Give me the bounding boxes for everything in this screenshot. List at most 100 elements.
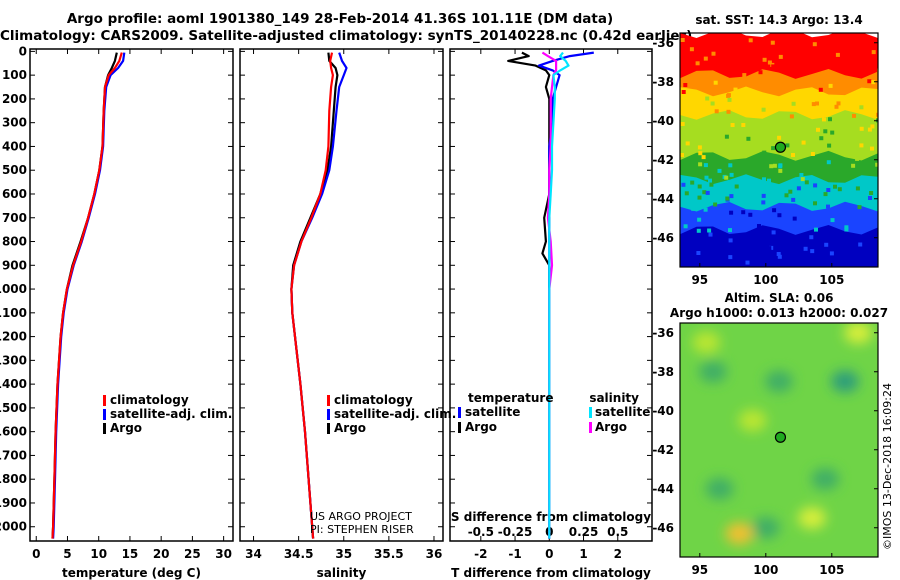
sst-map-pixel xyxy=(730,123,735,127)
sla-map-subtitle: Argo h1000: 0.013 h2000: 0.027 xyxy=(670,306,888,320)
sla-map-blob xyxy=(765,370,793,393)
difference-line-salinity-satellite xyxy=(548,51,570,539)
sst-map-pixel xyxy=(869,191,874,195)
salinity-xtick-label: 35 xyxy=(335,547,352,561)
temperature-legend-0-label: climatology xyxy=(110,393,189,407)
sst-map-pixel xyxy=(800,177,805,182)
sst-map-pixel xyxy=(681,90,686,94)
sla-map-profile-marker xyxy=(774,431,787,443)
temperature-ytick-label: 1300 xyxy=(0,353,27,367)
sst-map-pixel xyxy=(876,112,878,117)
sst-map-pixel xyxy=(771,230,776,235)
sst-map-pixel xyxy=(767,178,771,183)
sst-map-pixel xyxy=(708,232,713,237)
temperature-xtick-label: 15 xyxy=(122,547,139,561)
sst-map-pixel xyxy=(741,123,746,127)
sst-map-pixel xyxy=(757,224,761,228)
sst-map-pixel xyxy=(683,224,688,229)
sla-map-blob xyxy=(798,507,826,529)
difference-x2tick-label: 0.5 xyxy=(607,525,628,539)
figure-title-line2: Climatology: CARS2009. Satellite-adjuste… xyxy=(0,28,693,44)
sst-map-pixel xyxy=(704,175,709,180)
sst-map-pixel xyxy=(685,141,690,146)
sst-map-ytick-label: -40 xyxy=(652,114,674,128)
temperature-xtick-label: 20 xyxy=(153,547,170,561)
sla-map-blobs xyxy=(692,323,873,545)
sst-map-pixel xyxy=(695,50,700,55)
sst-map-pixel xyxy=(813,183,818,188)
sla-map-ytick-label: -40 xyxy=(652,404,674,418)
sst-map-pixel xyxy=(748,212,753,217)
sst-map-pixel xyxy=(801,140,806,145)
sst-map-pixel xyxy=(745,260,750,265)
sst-map-pixel xyxy=(702,190,707,195)
sst-map-frame xyxy=(679,32,879,268)
sst-map-pixel xyxy=(772,237,777,242)
sst-map-pixel xyxy=(818,87,823,92)
sst-map-pixel xyxy=(683,83,688,87)
sst-map-pixel xyxy=(761,200,766,205)
sst-map-pixel xyxy=(792,216,797,221)
temperature-ytick-label: 0 xyxy=(19,44,27,58)
sst-map-pixel xyxy=(812,42,817,47)
temperature-ytick-label: 1700 xyxy=(0,448,27,462)
sst-map-pixel xyxy=(713,80,718,85)
difference-xtick-label: 2 xyxy=(614,547,622,561)
sst-map-pixel xyxy=(698,162,703,167)
sst-map-ytick-label: -36 xyxy=(652,36,674,50)
sst-map-pixel xyxy=(871,80,876,85)
sst-map-pixel xyxy=(851,163,856,168)
salinity-legend-1-swatch xyxy=(327,409,330,420)
sst-map-pixel xyxy=(717,168,722,173)
sst-map-pixel xyxy=(833,184,837,189)
difference-legend-temperature-title: temperature xyxy=(468,391,553,405)
temperature-ytick-label: 1600 xyxy=(0,425,27,439)
sst-map-pixel xyxy=(867,79,872,84)
sst-map-field xyxy=(680,33,878,267)
difference-legend-t-argo-swatch xyxy=(458,422,461,433)
sst-map-pixel xyxy=(762,57,767,62)
sst-map-pixel xyxy=(796,186,801,191)
sst-map-pixel xyxy=(777,135,782,140)
sst-map-pixel xyxy=(705,190,710,195)
sst-map-pixel xyxy=(710,101,715,106)
sst-map-pixel xyxy=(789,114,794,119)
sst-map-pixel xyxy=(810,152,815,156)
sst-map-pixel xyxy=(810,63,815,68)
sst-map-pixel xyxy=(778,163,783,168)
sst-map-pixel xyxy=(761,193,766,198)
sst-map-pixel xyxy=(770,40,775,45)
sla-map-blob xyxy=(699,360,727,383)
sst-map-pixel xyxy=(728,255,733,260)
sla-map-blob xyxy=(705,477,734,500)
sst-map-pixel xyxy=(769,164,774,169)
sst-map-pixel xyxy=(816,127,820,132)
sla-map-ytick-label: -36 xyxy=(652,326,674,340)
sst-map-pixel xyxy=(824,242,829,247)
sst-map-pixel xyxy=(828,71,833,76)
temperature-legend-2-swatch xyxy=(103,423,106,434)
difference-line-temperature-argo xyxy=(507,51,551,539)
temperature-ytick-label: 400 xyxy=(2,139,27,153)
sst-map-pixel xyxy=(858,242,863,247)
sla-map-frame xyxy=(679,322,879,558)
sst-map-pixel xyxy=(740,260,745,265)
sst-map-pixel xyxy=(684,191,689,196)
difference-line-temperature-satellite xyxy=(537,51,594,539)
sst-map-pixel xyxy=(691,206,696,211)
salinity-credit-line2: PI: STEPHEN RISER xyxy=(310,523,414,536)
sst-map-xtick-label: 100 xyxy=(753,273,778,287)
sst-map-pixel xyxy=(696,262,701,267)
sst-map-pixel xyxy=(870,124,875,129)
sst-map-pixel xyxy=(680,153,684,157)
sst-map-pixel xyxy=(809,235,814,240)
sst-map-pixel xyxy=(792,53,797,58)
salinity-legend-2-swatch xyxy=(327,423,330,434)
sst-map-pixel xyxy=(697,217,702,222)
temperature-legend-1-label: satellite-adj. clim. xyxy=(110,407,232,421)
sst-map-pixel xyxy=(829,251,834,256)
sst-map-pixel xyxy=(830,130,835,135)
sst-map-pixel xyxy=(758,70,763,75)
sst-map-pixel xyxy=(724,175,729,180)
sst-map-pixel xyxy=(751,248,756,253)
